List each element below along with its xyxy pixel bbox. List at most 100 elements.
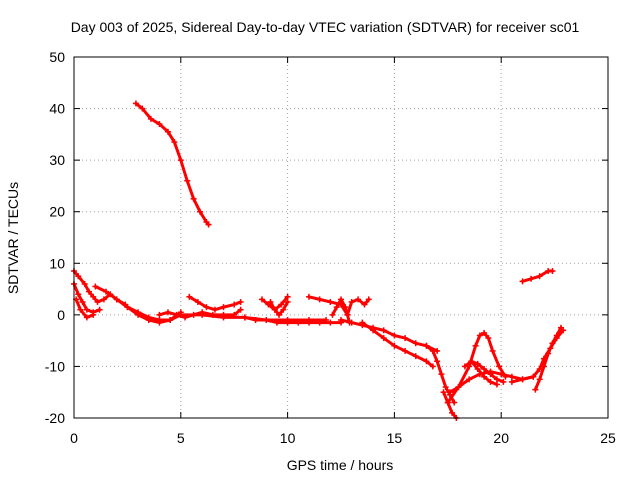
series-line [243,315,343,325]
data-point [380,327,387,334]
data-point [284,298,291,305]
data-point [496,363,503,370]
data-point [370,327,377,334]
data-point [124,304,131,311]
data-point [528,275,535,282]
data-point [237,298,244,305]
x-tick-label: 0 [70,430,78,446]
chart-title: Day 003 of 2025, Sidereal Day-to-day VTE… [71,19,580,35]
data-point [333,304,340,311]
data-point [519,278,526,285]
data-point [220,304,227,311]
data-point [434,358,441,365]
y-tick-label: 40 [49,101,65,117]
data-point [85,288,92,295]
data-point [267,298,274,305]
data-point [532,386,539,393]
data-point [423,358,430,365]
data-point [280,306,287,313]
data-point [113,296,120,303]
data-point [171,139,178,146]
series-arc-12 [267,298,291,318]
y-tick-labels: -20 -10 0 10 20 30 40 50 [45,49,65,426]
data-point [412,340,419,347]
series-line [125,305,183,325]
x-tick-label: 10 [280,430,296,446]
data-point [276,311,283,318]
data-point [79,298,86,305]
data-point [549,268,556,275]
data-point [348,298,355,305]
data-point [348,319,355,326]
series-arc-25 [532,324,565,393]
data-point [487,371,494,378]
data-point [545,350,552,357]
data-point [338,317,344,324]
data-point [167,317,174,324]
plot-frame [73,56,609,419]
data-point [429,363,436,370]
data-point [327,298,334,305]
data-point [446,389,453,396]
data-point [412,353,419,360]
data-point [194,298,201,305]
series-arc-8 [186,293,244,313]
data-point [508,378,515,385]
data-point [444,399,451,406]
x-axis-label: GPS time / hours [287,457,394,473]
data-point [519,376,526,383]
data-point [474,360,481,367]
data-point [205,221,212,228]
data-point [472,342,479,349]
data-point [156,311,163,318]
grid [74,57,608,418]
data-point [231,301,238,308]
data-point [211,306,218,313]
data-point [481,366,488,373]
data-point [316,296,323,303]
data-point [359,319,366,326]
data-point [553,332,560,339]
data-point [237,306,244,313]
y-tick-label: 10 [49,255,65,271]
data-point [135,311,142,318]
series-line [360,321,435,368]
data-point [402,347,409,354]
y-tick-label: -10 [45,358,65,374]
data-point [90,311,97,318]
data-point [440,389,447,396]
data-point [391,342,398,349]
data-point [361,301,368,308]
data-point [100,296,107,303]
data-point [258,296,265,303]
data-point [481,373,488,380]
series-arc-1 [132,100,212,228]
data-point [536,273,543,280]
data-point [203,304,210,311]
series-line [446,331,507,405]
series-arc-17 [359,319,436,370]
x-tick-label: 25 [600,430,616,446]
data-point [241,314,248,321]
data-point [139,105,146,112]
data-point [278,301,285,308]
series-line [134,101,211,227]
data-point [438,371,445,378]
x-tick-label: 15 [387,430,403,446]
axis-ticks [73,56,609,419]
data-point [305,293,312,300]
data-point [94,298,101,305]
y-tick-label: 0 [57,307,65,323]
series-arc-23 [468,358,500,388]
data-point [90,293,97,300]
data-point [466,376,473,383]
data-point [500,378,507,385]
series-arc-15 [344,296,372,318]
data-point [327,319,334,326]
data-point [493,376,500,383]
y-axis-label: SDTVAR / TECUs [5,182,21,294]
data-point [75,291,82,298]
data-point [190,195,197,202]
series-arc-10 [241,314,344,326]
